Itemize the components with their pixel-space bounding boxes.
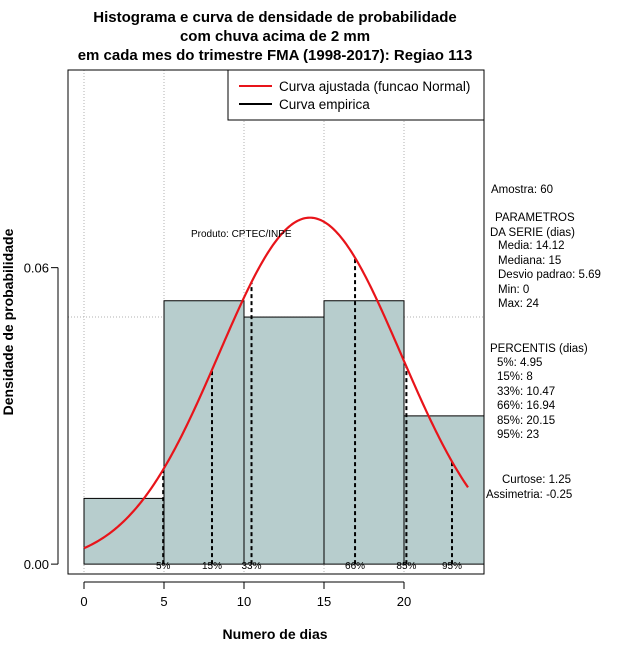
legend: Curva ajustada (funcao Normal) Curva emp… bbox=[227, 69, 485, 121]
stat-media: Media: 14.12 bbox=[498, 240, 565, 252]
stat-max: Max: 24 bbox=[498, 298, 540, 310]
stat-desvio: Desvio padrao: 5.69 bbox=[498, 269, 601, 281]
histogram-bar-3 bbox=[323, 300, 405, 565]
histogram-bars bbox=[83, 300, 485, 565]
stat-p85: 85%: 20.15 bbox=[497, 415, 555, 427]
percentile-label-15pct: 15% bbox=[202, 561, 222, 572]
histogram-bar-1 bbox=[163, 300, 245, 565]
x-tick-label-2: 10 bbox=[237, 594, 251, 609]
legend-box bbox=[227, 69, 485, 121]
stat-perc-title: PERCENTIS (dias) bbox=[490, 343, 588, 355]
percentile-label-66pct: 66% bbox=[345, 561, 365, 572]
stat-assimetria: Assimetria: -0.25 bbox=[486, 489, 572, 501]
x-tick-label-0: 0 bbox=[80, 594, 87, 609]
stat-param-title-1: PARAMETROS bbox=[495, 212, 575, 224]
percentile-lines: 5% 15% 33% 66% 85% 95% bbox=[156, 257, 462, 572]
chart-title-line-2: com chuva acima de 2 mm bbox=[180, 28, 370, 45]
normal-curve bbox=[83, 216, 469, 550]
chart-title-line-1: Histograma e curva de densidade de proba… bbox=[93, 9, 456, 26]
x-tick-label-3: 15 bbox=[317, 594, 331, 609]
x-tick-label-4: 20 bbox=[397, 594, 411, 609]
legend-label-normal: Curva ajustada (funcao Normal) bbox=[279, 79, 470, 94]
stat-mediana: Mediana: 15 bbox=[498, 255, 561, 267]
stat-p33: 33%: 10.47 bbox=[497, 386, 555, 398]
stat-amostra: Amostra: 60 bbox=[491, 184, 553, 196]
x-axis-label: Numero de dias bbox=[222, 626, 327, 642]
stat-p15: 15%: 8 bbox=[497, 371, 533, 383]
axes: 0 5 10 15 20 0.00 0.06 bbox=[24, 261, 412, 609]
x-tick-label-1: 5 bbox=[160, 594, 167, 609]
stat-param-title-2: DA SERIE (dias) bbox=[490, 227, 575, 239]
chart-title-line-3: em cada mes do trimestre FMA (1998-2017)… bbox=[78, 47, 473, 64]
stat-p95: 95%: 23 bbox=[497, 429, 539, 441]
y-tick-label-1: 0.06 bbox=[24, 261, 49, 276]
stat-curtose: Curtose: 1.25 bbox=[502, 474, 571, 486]
product-annotation: Produto: CPTEC/INPE bbox=[191, 229, 292, 240]
stats-panel: Amostra: 60 PARAMETROS DA SERIE (dias) M… bbox=[486, 184, 601, 501]
stat-min: Min: 0 bbox=[498, 284, 529, 296]
percentile-label-85pct: 85% bbox=[396, 561, 416, 572]
stat-p66: 66%: 16.94 bbox=[497, 400, 556, 412]
percentile-label-33pct: 33% bbox=[242, 561, 262, 572]
y-axis-label: Densidade de probabilidade bbox=[0, 228, 16, 415]
histogram-bar-0 bbox=[83, 497, 165, 565]
histogram-bar-4 bbox=[403, 415, 485, 565]
y-tick-label-0: 0.00 bbox=[24, 557, 49, 572]
percentile-label-95pct: 95% bbox=[442, 561, 462, 572]
stat-p5: 5%: 4.95 bbox=[497, 357, 542, 369]
percentile-label-5pct: 5% bbox=[156, 561, 171, 572]
normal-curve-layer bbox=[83, 216, 469, 550]
legend-label-empirical: Curva empirica bbox=[279, 97, 370, 112]
histogram-bar-2 bbox=[243, 316, 325, 565]
